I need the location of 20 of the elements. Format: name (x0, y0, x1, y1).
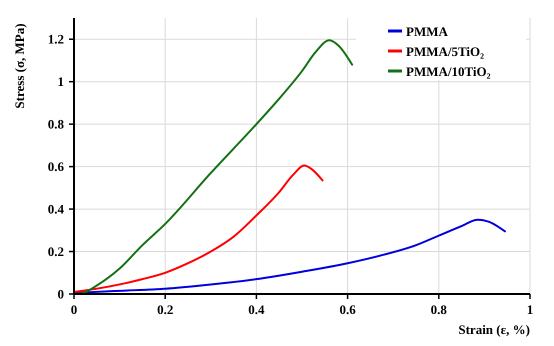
line-series (73, 164, 324, 293)
y-tick-label: 0.8 (48, 116, 64, 132)
legend-label: PMMA (406, 24, 448, 39)
y-tick-label: 0.6 (48, 159, 64, 174)
y-tick-label: 1 (58, 74, 64, 90)
x-axis-title: Strain (ε, %) (458, 322, 530, 337)
y-tick-label: 0.2 (48, 244, 64, 260)
y-tick-label: 0.4 (48, 202, 64, 217)
x-tick-label: 0.2 (157, 302, 174, 317)
y-axis-title: Stress (σ, MPa) (12, 23, 27, 109)
y-tick-label: 1.2 (48, 32, 64, 47)
x-tick-label: 1 (526, 302, 534, 317)
legend-label: PMMA/10TiO₂ (406, 64, 491, 79)
x-tick-label: 0.6 (339, 302, 356, 317)
x-tick-label: 0.4 (248, 302, 266, 317)
line-series (73, 218, 506, 294)
legend-label: PMMA/5TiO₂ (406, 44, 484, 59)
x-tick-label: 0.8 (430, 302, 448, 317)
y-tick-label: 0 (58, 286, 64, 302)
x-tick-label: 0 (70, 302, 78, 317)
